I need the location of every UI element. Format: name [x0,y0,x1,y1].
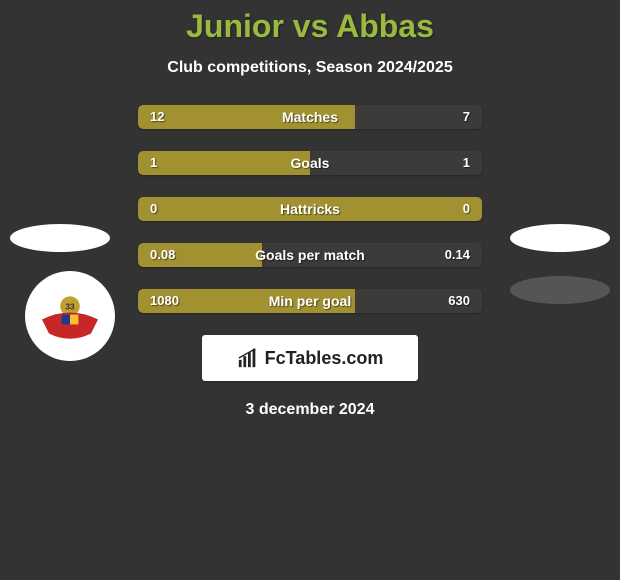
brand-link[interactable]: FcTables.com [202,335,418,381]
chart-icon [237,347,259,369]
club-logo-left: 33 [25,271,115,361]
stat-label: Goals per match [138,243,482,267]
stat-right-value: 1 [463,151,470,175]
stats-column: 12 Matches 7 1 Goals 1 0 Hattricks 0 [138,105,482,313]
subtitle: Club competitions, Season 2024/2025 [0,59,620,77]
stat-right-value: 0 [463,197,470,221]
main-area: 33 12 Matches 7 [0,105,620,419]
player-right-ellipse-1 [510,224,610,252]
stat-right-value: 0.14 [445,243,470,267]
player-right-ellipse-2 [510,276,610,304]
stat-label: Min per goal [138,289,482,313]
stat-label: Matches [138,105,482,129]
date-text: 3 december 2024 [0,401,620,419]
stat-right-value: 630 [448,289,470,313]
left-side-column: 33 [0,215,130,361]
stat-bar-goals: 1 Goals 1 [138,151,482,175]
stat-bar-matches: 12 Matches 7 [138,105,482,129]
stat-bar-min-per-goal: 1080 Min per goal 630 [138,289,482,313]
brand-text: FcTables.com [265,348,384,369]
stat-bar-goals-per-match: 0.08 Goals per match 0.14 [138,243,482,267]
page-title: Junior vs Abbas [0,8,620,45]
stat-bar-hattricks: 0 Hattricks 0 [138,197,482,221]
stat-right-value: 7 [463,105,470,129]
root-container: Junior vs Abbas Club competitions, Seaso… [0,0,620,419]
right-side-column [490,215,620,313]
player-left-ellipse-1 [10,224,110,252]
stat-label: Hattricks [138,197,482,221]
club-crest-icon: 33 [35,281,105,351]
stat-label: Goals [138,151,482,175]
svg-text:33: 33 [65,302,75,312]
